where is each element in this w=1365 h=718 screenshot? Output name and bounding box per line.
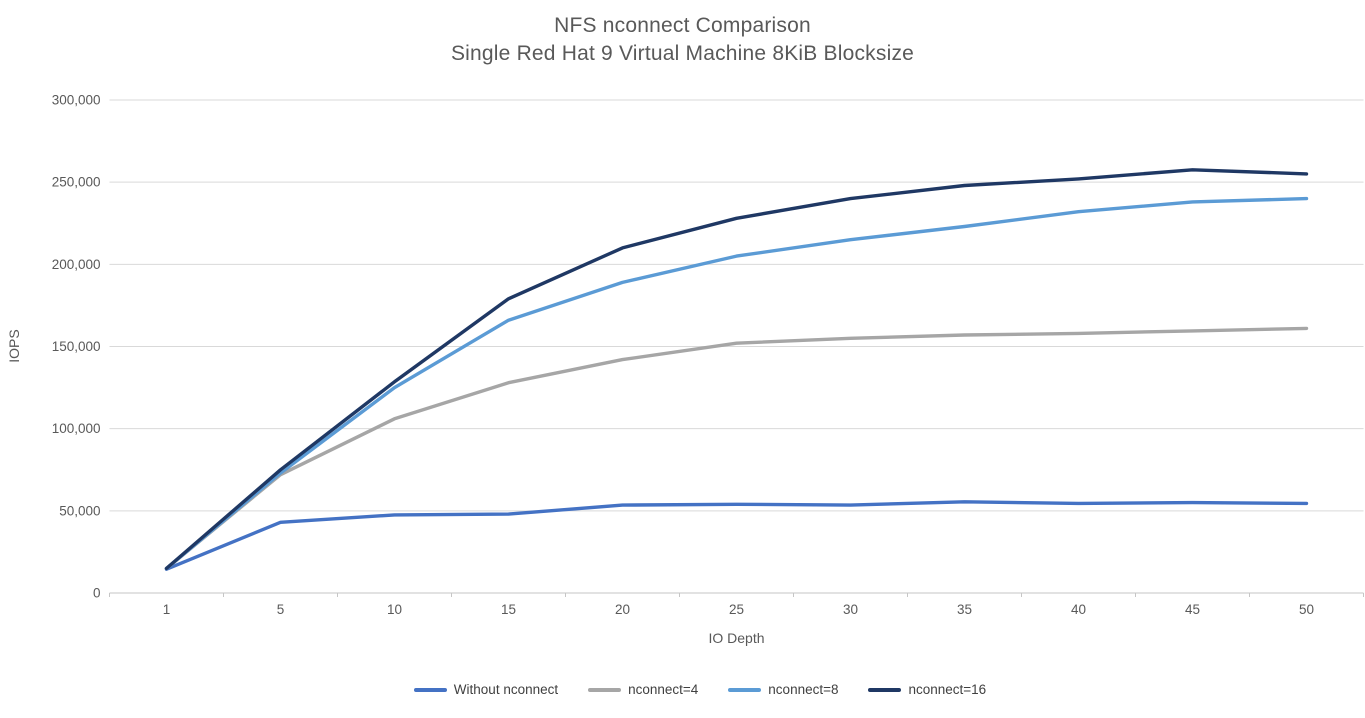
x-tick-label: 30 — [843, 602, 858, 617]
x-tick-label: 15 — [501, 602, 516, 617]
x-tick-label: 45 — [1185, 602, 1200, 617]
y-tick-label: 100,000 — [52, 421, 101, 436]
x-tick-label: 50 — [1299, 602, 1314, 617]
x-tick-label: 25 — [729, 602, 744, 617]
plot-area: 0 50,000 100,000 150,000 200,000 250,000 300,0… — [52, 93, 1364, 617]
x-tick-label: 20 — [615, 602, 630, 617]
legend-label: Without nconnect — [453, 682, 559, 697]
legend-line-swatch-icon — [588, 687, 622, 692]
legend: Without nconnect nconnect=4 nconnect=8 ncon… — [0, 682, 1365, 697]
legend-label: nconnect=16 — [908, 682, 987, 697]
y-tick-label: 250,000 — [52, 175, 101, 190]
y-tick-label: 0 — [93, 586, 101, 601]
y-tick-label: 150,000 — [52, 339, 101, 354]
x-tick-label: 40 — [1071, 602, 1086, 617]
y-tick-label: 50,000 — [59, 503, 100, 518]
chart-title-block: NFS nconnect Comparison Single Red Hat 9… — [0, 12, 1365, 69]
x-axis-title: IO Depth — [708, 630, 765, 646]
chart-title: NFS nconnect Comparison — [554, 14, 811, 37]
legend-label: nconnect=8 — [768, 682, 839, 697]
chart-subtitle: Single Red Hat 9 Virtual Machine 8KiB Bl… — [450, 42, 915, 66]
y-axis-title: IOPS — [6, 329, 22, 363]
series-line-nconnect-8 — [164, 196, 1309, 571]
x-tick-label: 10 — [387, 602, 402, 617]
legend-label: nconnect=4 — [628, 682, 699, 697]
series-line-without-nconnect — [164, 500, 1309, 571]
series-line-nconnect-16 — [164, 168, 1309, 571]
x-tick-label: 35 — [957, 602, 972, 617]
legend-line-swatch-icon — [868, 687, 902, 692]
x-tick-label: 5 — [277, 602, 285, 617]
legend-line-swatch-icon — [728, 687, 762, 692]
legend-item-without-nconnect: Without nconnect — [413, 682, 559, 697]
x-tick-label: 1 — [163, 602, 171, 617]
legend-line-swatch-icon — [413, 687, 447, 692]
series-line-nconnect-4 — [164, 326, 1309, 571]
legend-item-nconnect-8: nconnect=8 — [728, 682, 838, 697]
y-tick-label: 200,000 — [52, 257, 101, 272]
y-tick-label: 300,000 — [52, 93, 101, 108]
legend-item-nconnect-4: nconnect=4 — [588, 682, 698, 697]
legend-item-nconnect-16: nconnect=16 — [868, 682, 986, 697]
